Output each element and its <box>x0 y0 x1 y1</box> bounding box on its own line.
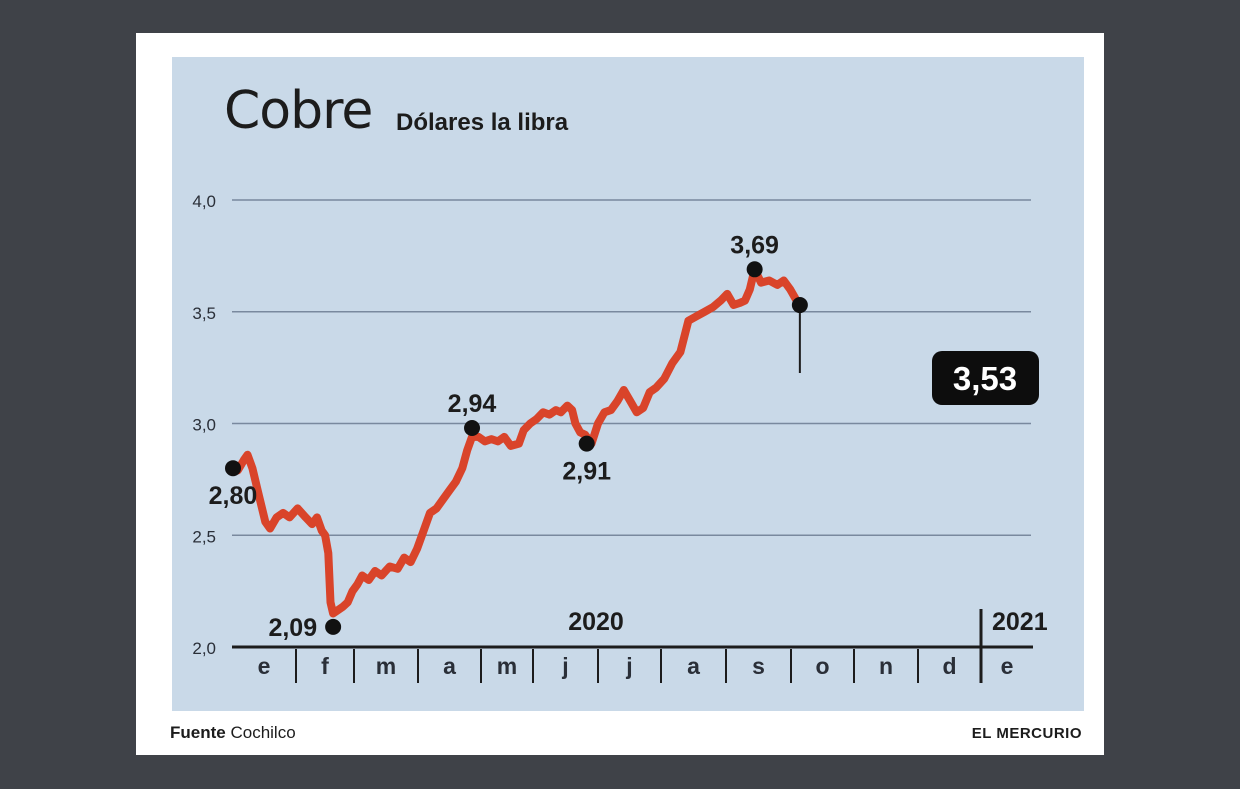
month-label: n <box>879 653 893 679</box>
y-tick-label: 4,0 <box>192 192 216 211</box>
month-label: d <box>942 653 956 679</box>
month-label: m <box>376 653 396 679</box>
month-label: s <box>752 653 765 679</box>
y-tick-label: 2,0 <box>192 639 216 658</box>
source-credit: Fuente Cochilco <box>170 723 296 743</box>
chart-title: Cobre <box>224 81 373 141</box>
year-label: 2020 <box>568 608 624 636</box>
source-label: Fuente <box>170 723 226 742</box>
month-label: j <box>625 653 632 679</box>
data-label: 2,80 <box>209 482 258 510</box>
chart-card: 2,0 2,5 3,0 3,5 4,0 e f m a m j j a s o n d e 2020 2021 2,80… <box>136 33 1104 755</box>
data-point-dot <box>464 419 481 436</box>
y-tick-label: 3,5 <box>192 304 216 323</box>
y-tick-label: 2,5 <box>192 527 216 546</box>
series-line <box>229 265 804 618</box>
brand-logo: EL MERCURIO <box>971 725 1082 742</box>
y-tick-label: 3,0 <box>192 416 216 435</box>
data-label: 2,91 <box>562 458 611 486</box>
data-label: 3,69 <box>730 231 779 259</box>
month-label: j <box>561 653 568 679</box>
copper-price-chart: 2,0 2,5 3,0 3,5 4,0 e f m a m j j a s o n d e 2020 2021 2,80… <box>192 192 1048 683</box>
source-value: Cochilco <box>230 723 296 742</box>
data-label: 2,94 <box>448 390 497 418</box>
month-label: f <box>321 653 329 679</box>
data-label: 2,09 <box>268 614 317 642</box>
month-label: e <box>1001 653 1014 679</box>
data-point-dot <box>325 618 342 635</box>
last-value-box <box>932 351 1039 405</box>
month-label: m <box>497 653 517 679</box>
data-point-dot <box>746 261 763 278</box>
data-point-dot <box>578 435 595 452</box>
data-point-dot <box>225 460 241 477</box>
year-label: 2021 <box>992 608 1048 636</box>
month-label: a <box>687 653 700 679</box>
last-value-label: 3,53 <box>953 360 1017 397</box>
data-point-dot <box>791 297 808 314</box>
month-label: o <box>815 653 829 679</box>
month-label: e <box>258 653 271 679</box>
chart-subtitle: Dólares la libra <box>396 109 569 136</box>
month-label: a <box>443 653 456 679</box>
